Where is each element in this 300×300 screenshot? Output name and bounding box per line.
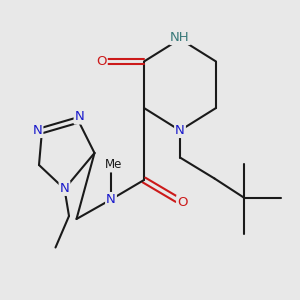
Text: O: O	[96, 55, 107, 68]
Text: N: N	[75, 110, 84, 124]
Text: NH: NH	[170, 31, 190, 44]
Text: O: O	[177, 196, 188, 209]
Text: N: N	[33, 124, 42, 137]
Text: N: N	[60, 182, 69, 195]
Text: N: N	[175, 124, 185, 137]
Text: N: N	[106, 193, 116, 206]
Text: Me: Me	[105, 158, 123, 172]
